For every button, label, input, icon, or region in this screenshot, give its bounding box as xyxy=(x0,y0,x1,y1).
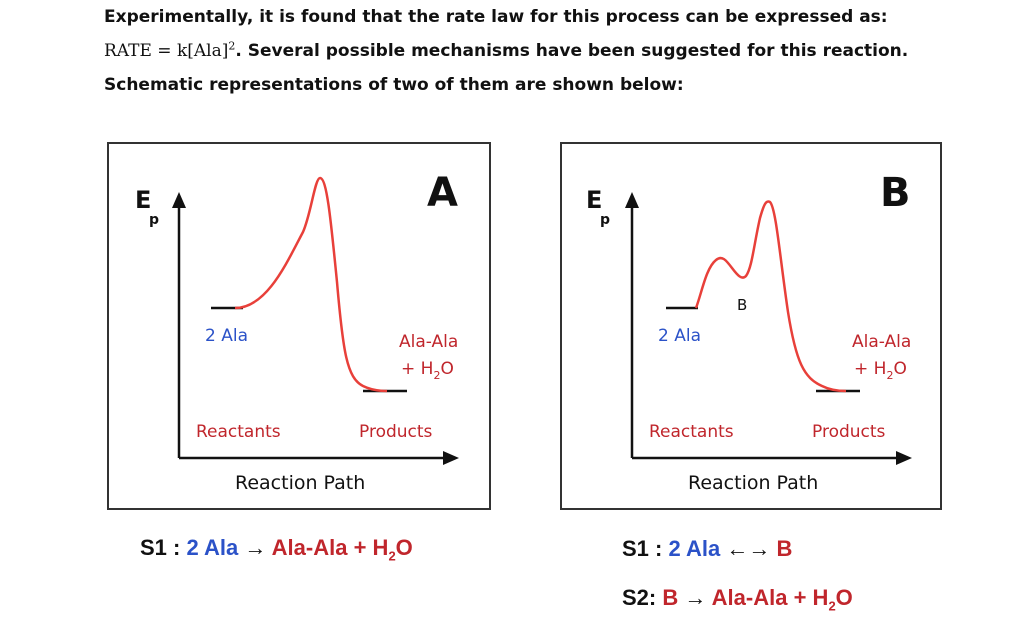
diagram-a-y-label-sub: p xyxy=(149,212,159,228)
diagram-b-product-line1: Ala-Ala xyxy=(852,332,911,352)
rate-law-math: RATE = k[Ala] xyxy=(104,41,229,61)
diagram-a-reactant-species: 2 Ala xyxy=(205,326,248,346)
diagram-b-intermediate-label: B xyxy=(737,296,747,314)
diagram-b-reactants-label: Reactants xyxy=(649,422,734,442)
diagram-b-energy-curve xyxy=(694,200,847,393)
diagram-a-letter: A xyxy=(427,170,458,216)
diagram-a-product-line2: + H2O xyxy=(401,359,454,382)
diagram-b-products-label: Products xyxy=(812,422,886,442)
energy-diagram-a: E p A 2 Ala Ala-Ala + H2O Reactants Prod… xyxy=(107,142,491,510)
diagram-a-y-label: E xyxy=(135,186,151,214)
diagram-a-products-label: Products xyxy=(359,422,433,442)
diagram-a-x-arrowhead xyxy=(443,451,459,465)
diagram-b-x-label: Reaction Path xyxy=(688,472,818,494)
mechanism-b-step2: S2: B → Ala-Ala + H2O xyxy=(622,585,853,614)
diagram-a-energy-curve xyxy=(234,176,388,393)
diagram-b-reactant-species: 2 Ala xyxy=(658,326,701,346)
diagram-b-letter: B xyxy=(880,170,911,216)
rate-law-exponent: 2 xyxy=(228,39,236,53)
diagram-b-product-line2: + H2O xyxy=(854,359,907,382)
energy-diagram-b: E p B B 2 Ala Ala-Ala + H2O Reactants Pr… xyxy=(560,142,942,510)
mechanism-b-step1: S1 : 2 Ala ←→ B xyxy=(622,536,793,561)
diagram-a-product-line1: Ala-Ala xyxy=(399,332,458,352)
diagram-b-x-arrowhead xyxy=(896,451,912,465)
diagram-b-y-arrowhead xyxy=(625,192,639,208)
intro-paragraph: Experimentally, it is found that the rat… xyxy=(104,0,924,102)
diagram-b-y-label: E xyxy=(586,186,602,214)
intro-text-part1: Experimentally, it is found that the rat… xyxy=(104,7,888,27)
diagram-a-y-arrowhead xyxy=(172,192,186,208)
diagram-b-frame xyxy=(560,142,942,510)
diagram-b-y-label-sub: p xyxy=(600,212,610,228)
diagram-a-reactants-label: Reactants xyxy=(196,422,281,442)
mechanism-a-step1: S1 : 2 Ala → Ala-Ala + H2O xyxy=(140,535,413,564)
intro-text-part2: . Several possible mechanisms have been … xyxy=(104,41,909,95)
diagram-a-x-label: Reaction Path xyxy=(235,472,365,494)
diagram-a-frame xyxy=(107,142,491,510)
